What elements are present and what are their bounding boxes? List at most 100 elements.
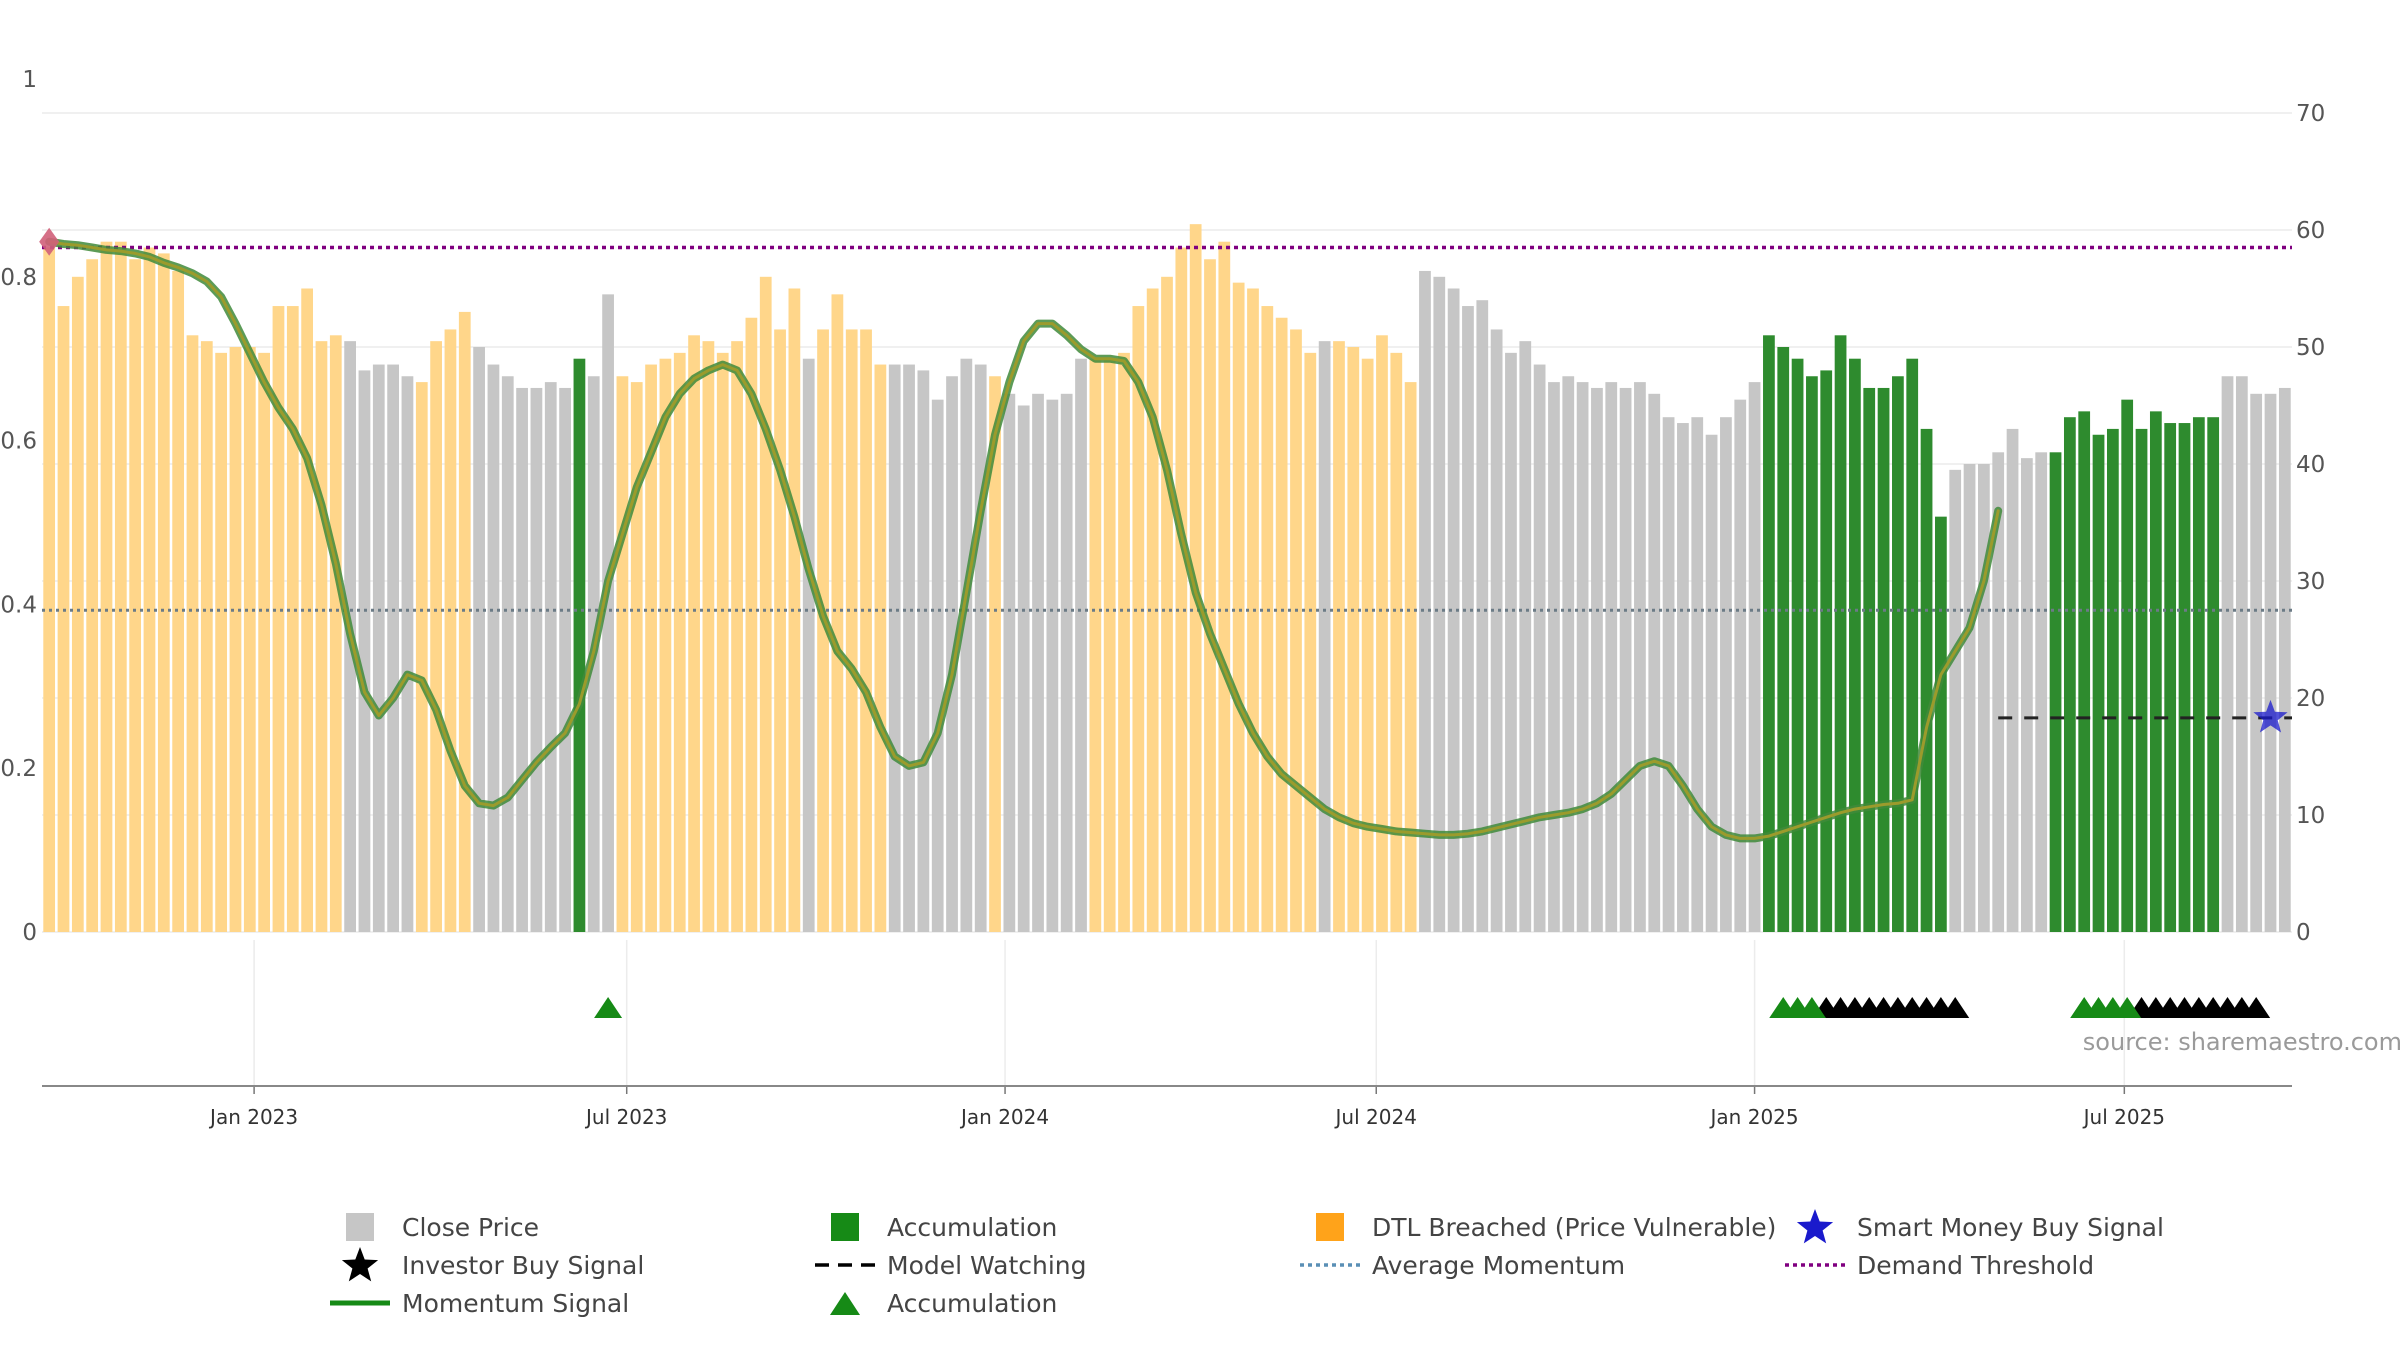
dtl-breached-bar [243, 347, 256, 932]
close-price-bar [1519, 341, 1532, 932]
legend-label: Accumulation [887, 1288, 1058, 1318]
close-price-bar [1017, 405, 1030, 932]
dtl-breached-bar [788, 288, 801, 932]
dtl-breached-bar [114, 241, 127, 932]
close-price-bar [931, 399, 944, 932]
accumulation-bar [2106, 428, 2119, 932]
right-tick-label: 10 [2296, 803, 2325, 829]
close-price-bar [1949, 469, 1962, 932]
close-price-bar [473, 347, 485, 932]
dtl-breached-bar [215, 352, 228, 933]
dtl-breached-bar [329, 335, 342, 932]
close-price-bar [802, 358, 815, 932]
close-price-bar [974, 364, 987, 932]
accumulation-bar [1877, 387, 1890, 932]
legend-item-demand: Demand Threshold [1785, 1246, 2094, 1284]
close-price-bar [1447, 288, 1460, 932]
dtl-breached-bar [57, 306, 70, 932]
close-price-bar [1533, 364, 1546, 932]
close-price-bar [387, 364, 399, 932]
accumulation-bar [2092, 434, 2105, 932]
axes: 0 10 20 30 40 50 60 70 0 0.2 0.4 0.6 0.8 1 Jan 2023 Jul… [0, 67, 2325, 1129]
close-price-bar [1476, 300, 1489, 932]
accumulation-bar [2078, 411, 2091, 933]
close-price-bar [1548, 382, 1560, 933]
close-price-bar [2278, 387, 2291, 932]
close-price-bar [1705, 434, 1718, 932]
dtl-breached-bar [731, 341, 743, 932]
accumulation-bar [1806, 376, 1818, 932]
dtl-breached-bar [1089, 358, 1102, 932]
dtl-breached-bar [1247, 288, 1259, 932]
close-price-bar [1634, 382, 1646, 933]
close-price-bar [1677, 423, 1689, 932]
left-tick-label: 0 [22, 920, 37, 946]
dtl-breached-bar [716, 352, 729, 933]
left-tick-label: 0.8 [0, 265, 37, 291]
dtl-breached-bar [172, 270, 185, 932]
legend-label: Model Watching [887, 1250, 1087, 1280]
dtl-breached-bar [1361, 358, 1374, 932]
green-triangle-icon [815, 1284, 875, 1322]
close-price-bar [1433, 276, 1446, 932]
dtl-breached-bar [673, 352, 686, 933]
legend: Close Price Accumulation DTL Breached (Pri… [0, 1208, 2400, 1328]
legend-item-watching: Model Watching [815, 1246, 1087, 1284]
legend-label: Smart Money Buy Signal [1857, 1212, 2164, 1242]
dtl-breached-bar [659, 358, 672, 932]
close-price-bar [1591, 387, 1603, 932]
close-price-bar [530, 387, 543, 932]
investor-buy-triangle [2242, 997, 2271, 1018]
close-price-bar [1490, 329, 1503, 932]
dtl-breached-bar [1390, 352, 1403, 933]
legend-item-smart: Smart Money Buy Signal [1785, 1208, 2164, 1246]
x-tick-label: Jan 2025 [1709, 1105, 1799, 1129]
right-tick-label: 20 [2296, 686, 2325, 712]
dtl-breached-bar [688, 335, 700, 932]
close-price-bar [487, 364, 500, 932]
close-price-bar [2264, 393, 2277, 932]
dtl-breached-bar [831, 294, 844, 933]
close-price-bar [559, 387, 571, 932]
dtl-breached-bar [616, 376, 629, 932]
dtl-breached-bar [630, 382, 643, 933]
price-bars [43, 224, 2291, 933]
black-dash-icon [815, 1246, 875, 1284]
green-square-icon [815, 1208, 875, 1246]
legend-item-investor: Investor Buy Signal [330, 1246, 644, 1284]
close-price-bar [1562, 376, 1575, 932]
accumulation-bar [1791, 358, 1804, 932]
accumulation-bar [2164, 423, 2177, 932]
close-price-bar [1060, 393, 1073, 932]
source-label: source: sharemaestro.com [2083, 1028, 2400, 1056]
close-price-bar [401, 376, 414, 932]
dtl-breached-bar [1103, 358, 1116, 932]
close-price-bar [516, 387, 528, 932]
right-tick-label: 30 [2296, 569, 2325, 595]
close-price-bar [602, 294, 614, 933]
accumulation-bar [2192, 417, 2205, 932]
close-price-bar [888, 364, 901, 932]
close-price-bar [1318, 341, 1331, 932]
close-price-bar [1032, 393, 1044, 932]
accumulation-bar [1763, 335, 1775, 932]
signal-markers [39, 227, 2288, 1018]
accumulation-bar [1834, 335, 1847, 932]
close-price-bar [1720, 417, 1732, 932]
momentum-signal-core [47, 240, 2000, 840]
legend-label: Demand Threshold [1857, 1250, 2095, 1280]
close-price-bar [544, 382, 557, 933]
dtl-breached-bar [444, 329, 457, 932]
accumulation-triangle [594, 997, 623, 1018]
accumulation-bar [1820, 370, 1833, 932]
close-price-bar [1748, 382, 1761, 933]
legend-label: Close Price [402, 1212, 540, 1242]
legend-label: Accumulation [887, 1212, 1058, 1242]
x-tick-label: Jan 2023 [208, 1105, 298, 1129]
close-price-bar [1505, 352, 1517, 933]
start-diamond-marker [39, 227, 60, 256]
legend-label: Momentum Signal [402, 1288, 630, 1318]
left-tick-label: 0.2 [0, 756, 37, 782]
gray-square-icon [330, 1208, 390, 1246]
dtl-breached-bar [1261, 306, 1274, 932]
